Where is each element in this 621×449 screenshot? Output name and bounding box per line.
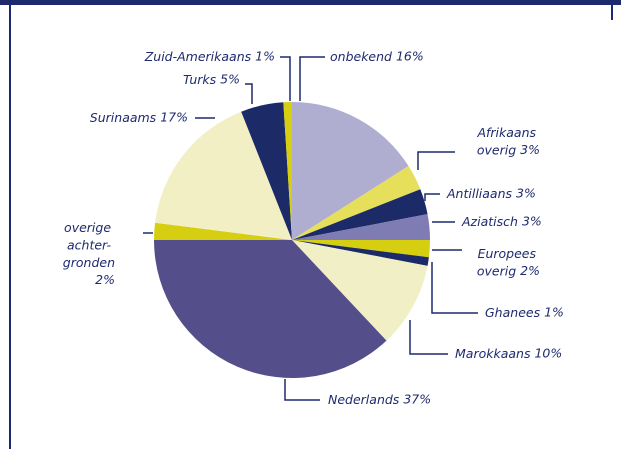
value-label: 1% [544,305,564,320]
value-label: 17% [160,110,188,125]
slice-label: Marokkaans [455,346,531,361]
slice-label: Surinaams [90,110,157,125]
pie-slice [155,111,292,240]
leader-line [284,379,320,401]
slice-label: Nederlands [328,392,400,407]
leader-line [424,193,440,201]
pie-slice [292,240,428,341]
pie-slice [292,189,428,240]
slice-label: Afrikaans overig [476,125,540,158]
slice-label: Ghanees [485,305,541,320]
leader-line [431,262,478,314]
slice-label: Antilliaans [446,186,513,201]
value-label: 2% [95,272,115,287]
pie-slice [292,166,421,240]
slice-label: onbekend [330,49,392,64]
slice-label: Aziatisch [461,214,518,229]
slice-label: overige achter- gronden [63,220,115,270]
slice-label: Zuid-Amerikaans [144,49,252,64]
value-label: 10% [534,346,562,361]
pie-slice [292,240,430,258]
pie-slice [154,240,387,378]
top-border [0,0,621,5]
value-label: 5% [220,72,240,87]
pie-slice [292,102,409,240]
leader-line [299,56,325,101]
value-label: 3% [522,214,542,229]
slice-label: Europees overig [477,246,540,279]
slice-label: Turks [183,72,217,87]
pie-slice [292,214,430,240]
pie-slice [241,102,292,240]
pie-slice [283,102,292,240]
value-label: 37% [403,392,431,407]
value-label: 1% [255,49,275,64]
value-label: 3% [516,186,536,201]
value-label: 3% [520,142,540,157]
pie-slice [154,222,292,240]
leader-line [280,56,291,101]
value-label: 2% [520,263,540,278]
value-label: 16% [396,49,424,64]
leader-line [409,320,448,355]
leader-line [245,83,253,104]
pie-slice [292,240,429,266]
leader-line [417,151,455,170]
